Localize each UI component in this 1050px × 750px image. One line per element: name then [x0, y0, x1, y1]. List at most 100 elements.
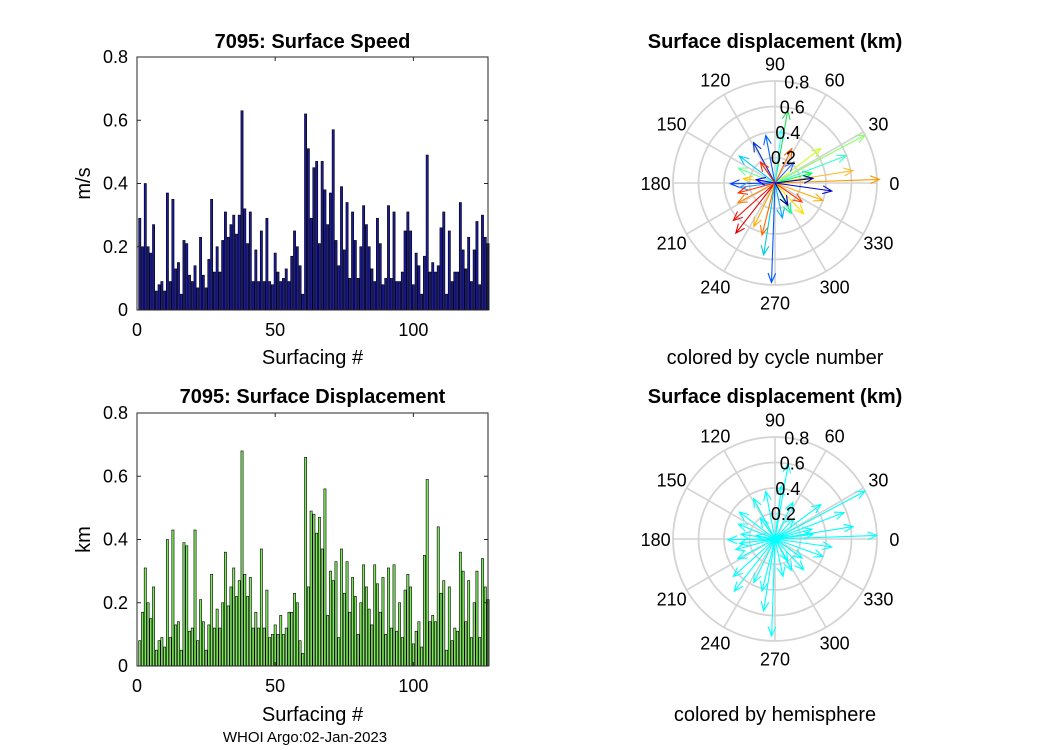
bar — [384, 278, 388, 311]
bar — [243, 573, 247, 667]
bar — [273, 624, 277, 667]
radius-label: 0.4 — [775, 479, 800, 499]
bar — [475, 570, 479, 667]
displacement-arrow — [774, 161, 795, 184]
bar — [304, 113, 307, 311]
bar — [279, 281, 283, 311]
bar — [317, 243, 321, 311]
bar — [447, 586, 451, 667]
bar — [257, 281, 261, 311]
x-tick-label: 0 — [132, 320, 142, 340]
y-tick-label: 0.6 — [103, 466, 128, 486]
bar — [232, 567, 236, 667]
bar — [447, 230, 451, 311]
bar — [409, 230, 413, 311]
bar — [323, 189, 327, 311]
bar — [464, 621, 468, 667]
bar — [229, 586, 233, 667]
x-tick-label: 50 — [265, 676, 285, 696]
bar — [362, 564, 366, 667]
bar — [329, 570, 332, 667]
bar — [251, 627, 255, 667]
bar — [218, 627, 222, 667]
bar — [221, 240, 225, 311]
angle-label: 180 — [641, 530, 671, 550]
angle-label: 300 — [820, 277, 850, 297]
bar — [237, 214, 241, 311]
bar — [334, 240, 338, 311]
displacement-arrow — [774, 527, 814, 540]
angle-label: 60 — [825, 427, 845, 447]
bar — [201, 621, 205, 667]
bar — [331, 129, 335, 311]
bar — [290, 255, 294, 311]
bar — [403, 230, 407, 311]
displacement-arrow — [759, 538, 776, 593]
bar — [301, 653, 305, 667]
bar — [179, 649, 183, 667]
displacement-arrow — [774, 538, 805, 571]
bar — [282, 634, 285, 667]
bar — [376, 217, 379, 311]
y-tick-label: 0.2 — [103, 593, 128, 613]
bar — [154, 290, 158, 311]
bar — [204, 287, 208, 311]
bar — [279, 615, 283, 667]
bar — [403, 589, 407, 667]
bar — [456, 630, 459, 667]
bar — [177, 262, 180, 311]
bar — [320, 548, 324, 667]
angle-label: 90 — [765, 55, 785, 75]
polar-title: Surface displacement (km) — [648, 386, 903, 408]
bar — [414, 252, 418, 311]
bar — [218, 271, 222, 311]
y-tick-label: 0.8 — [103, 47, 128, 67]
bar — [143, 567, 147, 667]
bar — [293, 230, 296, 311]
bar — [470, 637, 473, 667]
bar — [226, 236, 230, 311]
displacement-arrow — [737, 167, 776, 184]
bar — [185, 545, 189, 667]
bar — [229, 224, 233, 311]
bar — [243, 208, 247, 311]
displacement-arrow — [774, 538, 825, 558]
displacement-arrow — [774, 538, 786, 578]
bar — [359, 246, 363, 311]
bar — [262, 281, 266, 311]
displacement-arrow — [760, 182, 776, 257]
bar — [398, 602, 401, 667]
bar — [273, 252, 277, 311]
bar — [439, 592, 443, 667]
displacement-arrow — [774, 154, 848, 184]
polar-displacement-by-cycle: 0 30 60 90 120 150 180 210 240 270 300 330 0.2 0.4 0.6… — [641, 31, 903, 369]
bar — [458, 202, 462, 311]
bar — [320, 161, 324, 311]
bar — [373, 564, 377, 667]
bar — [340, 186, 343, 311]
y-tick-label: 0.2 — [103, 237, 128, 257]
bar — [254, 611, 258, 667]
bar — [389, 278, 393, 311]
bar — [376, 583, 379, 667]
bar — [359, 602, 363, 667]
polar-spoke — [686, 538, 776, 591]
bar — [190, 281, 194, 311]
displacement-arrow — [752, 141, 776, 184]
bar — [166, 192, 169, 311]
bar — [188, 274, 191, 311]
bar — [467, 236, 471, 311]
bar — [458, 551, 462, 667]
polar-spoke — [774, 538, 864, 591]
bar — [171, 199, 175, 311]
bar — [323, 488, 327, 667]
bar — [464, 268, 468, 311]
displacement-arrow — [774, 147, 822, 184]
bar — [163, 290, 167, 311]
bar — [212, 627, 216, 667]
bar — [434, 271, 437, 311]
bar — [215, 246, 219, 311]
bar — [453, 271, 457, 311]
x-axis-label: Surfacing # — [262, 704, 364, 726]
bar — [395, 630, 399, 667]
